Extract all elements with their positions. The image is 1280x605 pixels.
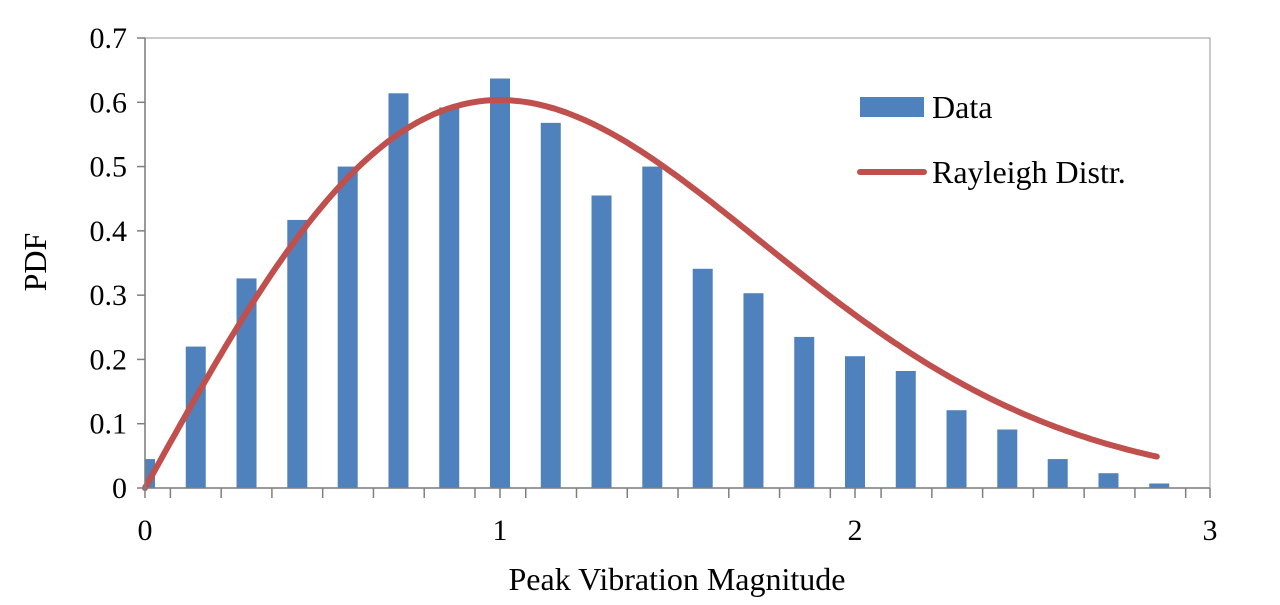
data-bar [743,293,764,488]
rayleigh-curve [142,97,1160,491]
data-bar [997,429,1018,488]
legend-label-data: Data [932,89,992,125]
y-axis-title: PDF [17,233,53,292]
data-bar [439,107,460,488]
data-bar [692,268,713,488]
y-tick-label: 0.5 [90,151,128,184]
y-tick-label: 0.4 [90,215,128,248]
x-tick-label: 1 [493,514,508,547]
y-tick-label: 0.7 [90,22,128,55]
data-bar [845,356,865,488]
data-bar [1149,483,1170,488]
legend-label-rayleigh: Rayleigh Distr. [932,154,1126,190]
x-tick-label: 0 [138,514,153,547]
data-bar [794,336,815,488]
data-bar [642,166,663,489]
data-bar [540,122,561,488]
x-tick-label: 3 [1203,514,1218,547]
data-bar [895,371,916,488]
y-tick-label: 0.6 [90,86,128,119]
x-axis-title: Peak Vibration Magnitude [509,561,846,597]
y-tick-label: 0.1 [90,408,128,441]
data-bar [388,93,409,489]
data-bar [1098,473,1119,488]
x-tick-label: 2 [848,514,863,547]
rayleigh-curve-group [142,97,1160,491]
y-tick-label: 0.2 [90,343,128,376]
data-bar [337,166,358,489]
y-tick-label: 0.3 [90,279,128,312]
legend: Data Rayleigh Distr. [857,89,1126,190]
y-tick-label: 0 [112,472,127,505]
data-bar [185,346,206,488]
axes [137,37,1211,498]
data-bar [236,278,257,488]
x-tick-labels: 0 1 2 3 [138,514,1218,547]
data-bars [145,78,1170,489]
data-bar [1047,459,1068,488]
data-bar [490,78,510,488]
y-tick-labels: 0 0.1 0.2 0.3 0.4 0.5 0.6 0.7 [90,22,128,505]
legend-swatch-data [860,97,924,117]
data-bar [287,219,308,488]
data-bar [946,410,967,488]
data-bar [591,195,612,488]
